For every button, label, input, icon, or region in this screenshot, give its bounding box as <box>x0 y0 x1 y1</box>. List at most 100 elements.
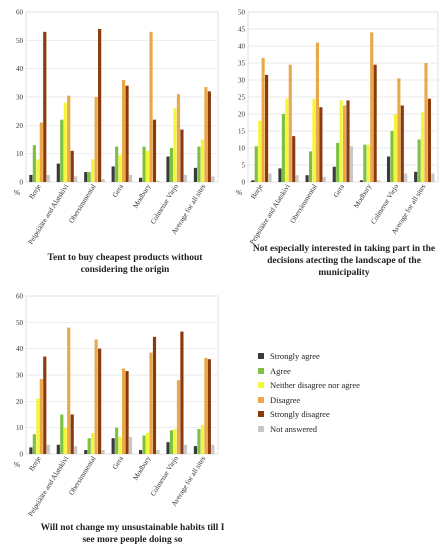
legend-item: Neither disagree nor agree <box>258 378 438 393</box>
chart2-caption: Not especially interested in taking part… <box>252 244 436 278</box>
bar <box>149 352 153 454</box>
bar <box>29 447 33 454</box>
x-tick-label: Gera <box>111 182 126 199</box>
legend-label: Strongly agree <box>270 351 320 362</box>
bar <box>373 64 377 182</box>
bar <box>118 155 122 182</box>
bar <box>312 98 316 182</box>
legend-swatch <box>258 367 264 374</box>
bar <box>251 180 255 182</box>
bar <box>370 32 374 183</box>
x-tick-label: Obersimmental <box>67 183 97 225</box>
bar <box>176 380 181 454</box>
x-tick-label: Colmenar Viejo <box>149 182 180 225</box>
y-tick-label: 50 <box>238 9 246 17</box>
legend-item: Not answered <box>258 422 438 437</box>
bar <box>295 175 299 182</box>
x-tick-label: Borje <box>28 183 43 201</box>
bar <box>173 108 177 182</box>
x-tick-label: Modbury <box>352 182 373 209</box>
bar <box>98 348 102 454</box>
y-tick-label: 40 <box>16 345 24 353</box>
bar <box>315 42 319 182</box>
bar <box>128 174 133 182</box>
bar <box>149 31 153 183</box>
x-tick-label: Modbury <box>132 182 153 209</box>
bar <box>417 139 421 182</box>
bar <box>336 142 340 182</box>
bar <box>63 427 67 454</box>
chart1-caption: Tent to buy cheapest products without co… <box>47 253 203 275</box>
legend-item: Disagree <box>258 393 438 408</box>
bar <box>32 434 36 454</box>
bar <box>156 180 160 182</box>
x-tick-label: Colmenar Viejo <box>149 454 180 497</box>
bar <box>197 146 201 182</box>
bar <box>278 168 282 182</box>
bar <box>366 144 370 182</box>
y-tick-label: 40 <box>16 65 24 73</box>
bar <box>204 87 208 182</box>
y-tick-label: 30 <box>238 77 246 85</box>
bar <box>319 107 323 182</box>
bar <box>145 432 150 454</box>
y-axis-label: % <box>14 460 20 469</box>
bar <box>152 336 157 454</box>
bar <box>427 98 432 182</box>
bar <box>404 173 408 182</box>
bar <box>74 446 78 454</box>
legend-swatch <box>258 425 264 432</box>
bar <box>166 156 170 182</box>
bar <box>128 436 133 454</box>
legend-swatch <box>258 382 264 389</box>
bar <box>46 174 50 182</box>
bar <box>125 371 129 454</box>
x-tick-label: Obersimmental <box>67 455 97 497</box>
bar <box>32 145 36 182</box>
bar <box>115 427 119 454</box>
y-tick-label: 50 <box>16 37 24 45</box>
bar <box>292 136 296 182</box>
y-tick-label: 45 <box>238 26 246 34</box>
bar <box>166 442 170 454</box>
y-tick-label: 20 <box>16 122 24 130</box>
bar <box>397 78 401 182</box>
y-tick-label: 40 <box>238 43 246 51</box>
bar <box>176 94 181 182</box>
bar <box>204 357 208 454</box>
bar <box>211 444 215 454</box>
bar <box>386 156 391 182</box>
bar <box>115 146 119 182</box>
bar <box>169 148 174 182</box>
bar <box>84 172 88 182</box>
bar <box>308 151 313 182</box>
bar <box>74 176 78 182</box>
y-tick-label: 10 <box>16 424 24 432</box>
bar <box>349 146 354 182</box>
legend-swatch <box>258 353 264 360</box>
bar <box>200 139 204 182</box>
bar <box>111 166 115 182</box>
legend-swatch <box>258 396 264 403</box>
bar <box>414 171 418 182</box>
bar <box>142 146 146 182</box>
bar <box>393 114 397 182</box>
x-tick-label: Obersimmental <box>289 183 319 225</box>
bar <box>377 180 381 182</box>
bar <box>87 172 91 182</box>
legend-label: Strongly disagree <box>270 409 330 420</box>
legend-label: Neither disagree nor agree <box>270 380 360 391</box>
legend: Strongly agree Agree Neither disagree no… <box>258 349 438 436</box>
bar <box>193 167 198 182</box>
y-tick-label: 20 <box>16 398 24 406</box>
bar <box>207 91 211 182</box>
y-tick-label: 25 <box>238 94 246 102</box>
bar <box>122 80 126 182</box>
bar <box>94 97 98 182</box>
legend-swatch <box>258 411 264 418</box>
legend-item: Strongly disagree <box>258 407 438 422</box>
bar <box>431 173 435 182</box>
bar <box>305 175 309 182</box>
